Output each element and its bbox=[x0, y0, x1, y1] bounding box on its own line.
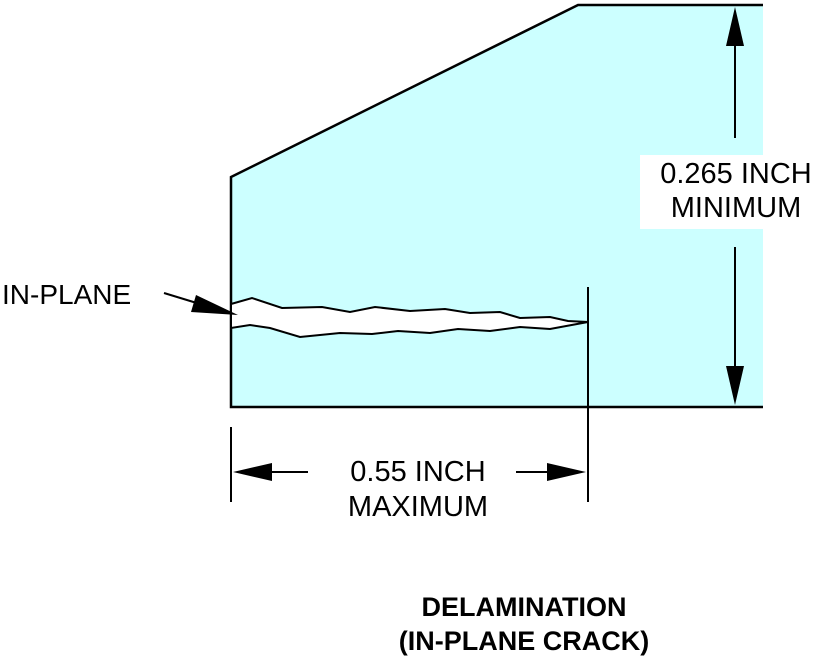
in-plane-label: IN-PLANE bbox=[2, 279, 132, 310]
part-cross-section bbox=[231, 5, 763, 407]
thickness-dimension-label: 0.265 INCH MINIMUM bbox=[640, 155, 832, 229]
length-dimension-qualifier: MAXIMUM bbox=[347, 491, 489, 523]
caption-subtitle: (IN-PLANE CRACK) bbox=[398, 626, 650, 656]
thickness-dimension-qualifier: MINIMUM bbox=[670, 192, 802, 224]
part-outline bbox=[229, 3, 763, 409]
length-arrowhead-right bbox=[547, 463, 586, 481]
length-arrowhead-left bbox=[233, 463, 272, 481]
caption-title: DELAMINATION bbox=[421, 592, 627, 622]
thickness-arrowhead-top bbox=[726, 7, 744, 46]
thickness-arrowhead-bottom bbox=[726, 366, 744, 405]
diagram-caption: DELAMINATION (IN-PLANE CRACK) bbox=[344, 590, 704, 658]
in-plane-leader-arrowhead bbox=[191, 295, 238, 315]
thickness-dimension-value: 0.265 INCH bbox=[660, 158, 812, 190]
length-dimension-value: 0.55 INCH bbox=[350, 456, 486, 488]
length-dimension-label: 0.55 INCH MAXIMUM bbox=[318, 455, 518, 525]
